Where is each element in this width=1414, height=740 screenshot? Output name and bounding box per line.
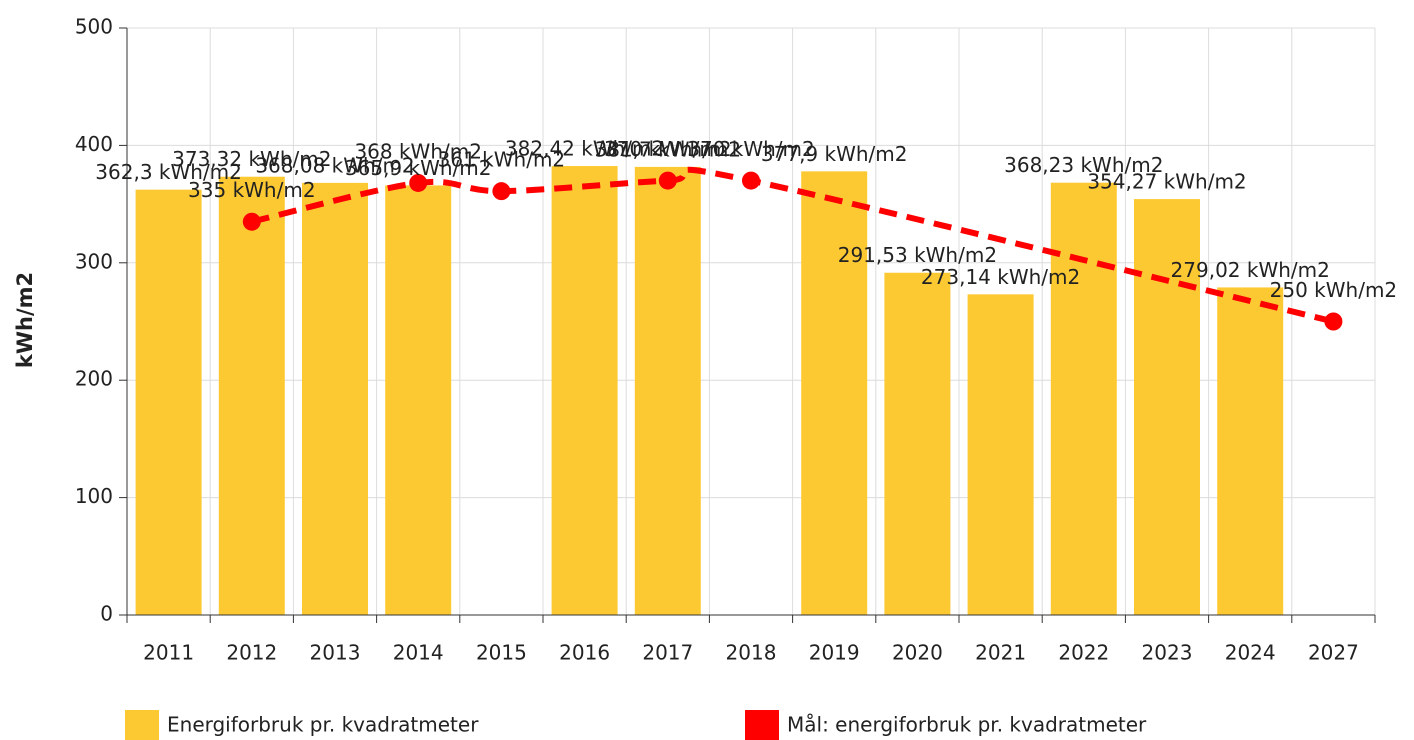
data-label: 273,14 kWh/m2 bbox=[921, 265, 1080, 289]
bar bbox=[967, 294, 1034, 615]
bar bbox=[1050, 182, 1117, 615]
goal-point bbox=[242, 212, 261, 231]
bar bbox=[135, 189, 202, 616]
data-label: 382,42 kWh/m2 bbox=[505, 137, 664, 161]
data-label: 381,7 kWh/m2 bbox=[595, 137, 742, 161]
x-tick-label: 2020 bbox=[892, 641, 943, 665]
data-label: 354,27 kWh/m2 bbox=[1087, 170, 1246, 194]
bar bbox=[1134, 199, 1200, 615]
goal-point bbox=[492, 182, 511, 201]
x-tick-label: 2018 bbox=[726, 641, 777, 665]
data-label: 335 kWh/m2 bbox=[188, 178, 316, 202]
y-tick-label: 200 bbox=[75, 367, 113, 391]
goal-point bbox=[658, 171, 677, 190]
goal-point bbox=[409, 173, 428, 192]
data-label: 368,08 kWh/m2 bbox=[255, 153, 414, 177]
legend-label: Mål: energiforbruk pr. kvadratmeter bbox=[787, 713, 1147, 737]
bar bbox=[385, 185, 452, 615]
legend-swatch bbox=[125, 710, 159, 740]
y-tick-label: 300 bbox=[75, 249, 113, 273]
y-axis-label: kWh/m2 bbox=[13, 272, 37, 368]
x-tick-label: 2019 bbox=[809, 641, 860, 665]
x-tick-label: 2023 bbox=[1142, 641, 1193, 665]
x-tick-label: 2013 bbox=[310, 641, 361, 665]
legend-swatch bbox=[745, 710, 779, 740]
x-tick-label: 2024 bbox=[1225, 641, 1276, 665]
x-tick-label: 2022 bbox=[1058, 641, 1109, 665]
bar bbox=[634, 166, 701, 615]
goal-point bbox=[1324, 312, 1343, 331]
y-tick-label: 400 bbox=[75, 132, 113, 156]
x-tick-label: 2015 bbox=[476, 641, 527, 665]
data-label: 279,02 kWh/m2 bbox=[1171, 258, 1330, 282]
x-tick-label: 2011 bbox=[143, 641, 194, 665]
goal-point bbox=[742, 171, 760, 190]
data-label: 365,9 kWh/m2 bbox=[345, 156, 492, 180]
bar bbox=[884, 272, 951, 615]
data-label: 370 kWh/m2 bbox=[604, 137, 732, 161]
x-tick-label: 2027 bbox=[1308, 641, 1359, 665]
x-tick-label: 2012 bbox=[226, 641, 277, 665]
data-label: 370 kWh/m2 bbox=[687, 137, 815, 161]
data-label: 362,3 kWh/m2 bbox=[95, 160, 242, 184]
bar bbox=[801, 171, 868, 615]
x-tick-label: 2016 bbox=[559, 641, 610, 665]
x-tick-label: 2021 bbox=[975, 641, 1026, 665]
data-label: 368,23 kWh/m2 bbox=[1004, 153, 1163, 177]
data-label: 377,9 kWh/m2 bbox=[761, 142, 908, 166]
data-label: 368 kWh/m2 bbox=[354, 139, 482, 163]
y-tick-label: 500 bbox=[75, 15, 113, 39]
bar bbox=[302, 182, 368, 615]
bar bbox=[551, 166, 618, 615]
y-tick-label: 100 bbox=[75, 484, 113, 508]
data-label: 373,32 kWh/m2 bbox=[172, 147, 331, 171]
bar bbox=[1217, 287, 1284, 615]
data-label: 361 kWh/m2 bbox=[438, 148, 566, 172]
data-label: 291,53 kWh/m2 bbox=[838, 243, 997, 267]
data-label: 250 kWh/m2 bbox=[1270, 278, 1398, 302]
x-tick-label: 2017 bbox=[642, 641, 693, 665]
legend-label: Energiforbruk pr. kvadratmeter bbox=[167, 713, 479, 737]
y-tick-label: 0 bbox=[100, 602, 113, 626]
x-tick-label: 2014 bbox=[393, 641, 444, 665]
bar bbox=[218, 176, 285, 615]
